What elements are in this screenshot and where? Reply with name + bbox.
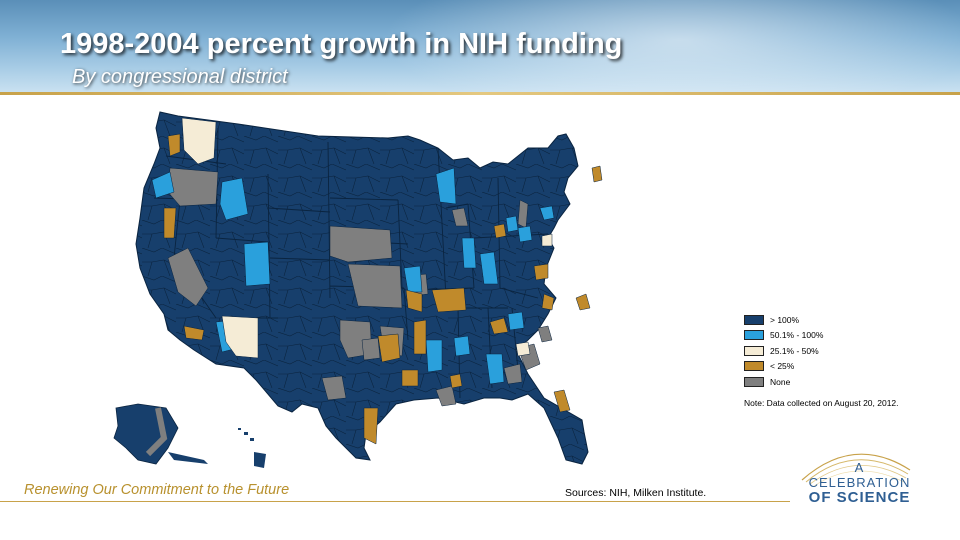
legend-item: None <box>744 374 823 390</box>
legend-item: < 25% <box>744 359 823 375</box>
alaska <box>113 403 179 465</box>
map-legend: > 100% 50.1% - 100% 25.1% - 50% < 25% No… <box>744 312 823 390</box>
districts-25-50 <box>181 117 553 359</box>
legend-label: > 100% <box>770 314 800 325</box>
us-district-map <box>113 111 603 468</box>
legend-item: 50.1% - 100% <box>744 328 823 344</box>
header-divider <box>0 92 960 95</box>
legend-label: < 25% <box>770 361 795 372</box>
data-note: Note: Data collected on August 20, 2012. <box>744 398 899 408</box>
header-banner: 1998-2004 percent growth in NIH funding … <box>0 0 960 92</box>
celebration-of-science-logo-arc <box>801 453 911 487</box>
districts-under-25 <box>163 133 603 445</box>
page-subtitle: By congressional district <box>72 66 288 88</box>
legend-item: 25.1% - 50% <box>744 343 823 359</box>
page-title: 1998-2004 percent growth in NIH funding <box>60 28 623 60</box>
legend-swatch <box>744 345 764 356</box>
legend-swatch <box>744 314 764 325</box>
legend-swatch <box>744 376 764 387</box>
footer-tagline: Renewing Our Commitment to the Future <box>24 482 290 498</box>
footer-divider <box>0 501 790 502</box>
hawaii <box>238 428 266 468</box>
logo-line: OF SCIENCE <box>808 489 911 506</box>
districts-none <box>167 167 553 407</box>
legend-label: None <box>770 376 791 387</box>
header-shine <box>380 0 960 92</box>
legend-swatch <box>744 330 764 341</box>
legend-label: 50.1% - 100% <box>770 330 824 341</box>
legend-label: 25.1% - 50% <box>770 345 819 356</box>
legend-swatch <box>744 361 764 372</box>
sources-text: Sources: NIH, Milken Institute. <box>565 487 707 499</box>
legend-item: > 100% <box>744 312 823 328</box>
logo-line: CELEBRATION <box>808 475 911 490</box>
districts-50-100 <box>151 167 555 385</box>
logo-line: A <box>854 460 865 475</box>
celebration-of-science-logo: A CELEBRATION OF SCIENCE <box>802 460 917 505</box>
